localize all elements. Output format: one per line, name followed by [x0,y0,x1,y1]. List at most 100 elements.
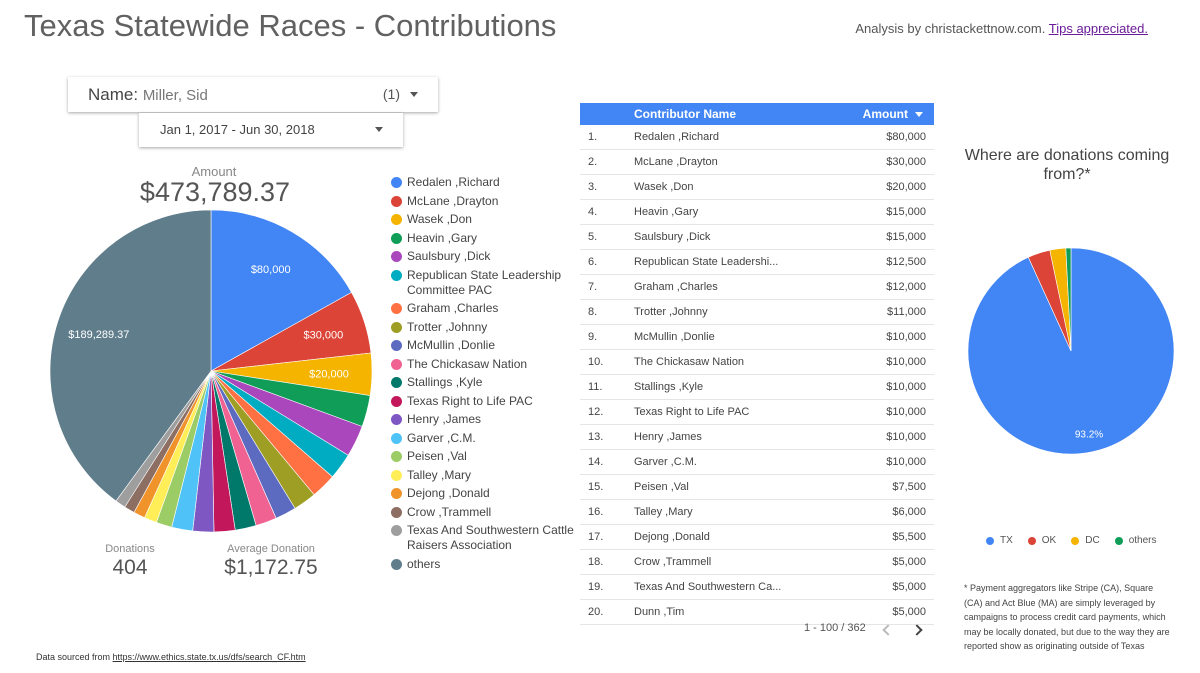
legend-item[interactable]: Stallings ,Kyle [391,375,576,390]
table-row[interactable]: 8. Trotter ,Johnny $11,000 [580,299,934,325]
chevron-left-icon[interactable] [882,624,894,636]
table-row[interactable]: 9. McMullin ,Donlie $10,000 [580,324,934,350]
table-row[interactable]: 17. Dejong ,Donald $5,500 [580,524,934,550]
row-index: 12. [580,399,634,425]
contributor-name: Graham ,Charles [634,274,837,300]
date-range-filter[interactable]: Jan 1, 2017 - Jun 30, 2018 [139,113,403,147]
legend-item[interactable]: McLane ,Drayton [391,194,576,209]
geo-legend-item[interactable]: OK [1027,535,1057,546]
contribution-amount: $7,500 [836,474,934,500]
contribution-amount: $11,000 [836,299,934,325]
legend-item[interactable]: Talley ,Mary [391,468,576,483]
table-row[interactable]: 18. Crow ,Trammell $5,000 [580,549,934,575]
legend-item[interactable]: Heavin ,Gary [391,231,576,246]
name-filter-key: Name [88,85,134,104]
legend-item[interactable]: McMullin ,Donlie [391,338,576,353]
contributor-name-header[interactable]: Contributor Name [634,103,837,125]
legend-item[interactable]: Redalen ,Richard [391,175,576,190]
legend-swatch [391,377,402,388]
legend-item[interactable]: others [391,557,576,572]
legend-item[interactable]: Republican State Leadership Committee PA… [391,268,576,298]
geo-legend-item[interactable]: DC [1071,535,1100,546]
legend-swatch [391,469,402,481]
contributor-name: McMullin ,Donlie [634,324,837,350]
contributor-name: The Chickasaw Nation [634,349,837,375]
table-row[interactable]: 7. Graham ,Charles $12,000 [580,274,934,300]
table-row[interactable]: 4. Heavin ,Gary $15,000 [580,199,934,225]
data-source: Data sourced from https://www.ethics.sta… [36,652,306,662]
pager-range: 1 - 100 / 362 [804,622,866,634]
legend-label: Graham ,Charles [407,301,499,315]
contributor-name: Texas Right to Life PAC [634,399,837,425]
legend-item[interactable]: Trotter ,Johnny [391,320,576,335]
table-header-row: Contributor Name Amount [580,103,934,125]
contribution-amount: $30,000 [836,149,934,175]
contributor-name: Dejong ,Donald [634,524,837,550]
sort-desc-icon[interactable] [915,112,923,117]
source-link[interactable]: https://www.ethics.state.tx.us/dfs/searc… [112,652,306,662]
table-row[interactable]: 15. Peisen ,Val $7,500 [580,474,934,500]
legend-swatch [1027,536,1036,545]
geo-legend: TX OK DC others [986,535,1171,546]
legend-item[interactable]: The Chickasaw Nation [391,357,576,372]
contributor-slice-0[interactable] [210,209,352,372]
row-index: 4. [580,199,634,225]
legend-item[interactable]: Peisen ,Val [391,449,576,464]
table-row[interactable]: 14. Garver ,C.M. $10,000 [580,449,934,475]
legend-label: OK [1041,535,1057,546]
table-row[interactable]: 5. Saulsbury ,Dick $15,000 [580,224,934,250]
legend-item[interactable]: Henry ,James [391,412,576,427]
tips-link[interactable]: Tips appreciated. [1048,21,1148,36]
contributor-name: Texas And Southwestern Ca... [634,574,837,600]
contributors-pie-chart[interactable]: $80,000 $30,000 $20,000 $189,289.37 [40,200,382,542]
table-row[interactable]: 6. Republican State Leadershi... $12,500 [580,249,934,275]
contributor-name: McLane ,Drayton [634,149,837,175]
chevron-right-icon[interactable] [911,624,923,636]
legend-item[interactable]: Texas Right to Life PAC [391,394,576,409]
legend-swatch [391,358,402,370]
legend-item[interactable]: Crow ,Trammell [391,505,576,520]
geo-slice-3[interactable] [1065,247,1072,352]
row-index: 2. [580,149,634,175]
contribution-amount: $20,000 [836,174,934,200]
table-row[interactable]: 2. McLane ,Drayton $30,000 [580,149,934,175]
contribution-amount: $10,000 [836,349,934,375]
table-row[interactable]: 12. Texas Right to Life PAC $10,000 [580,399,934,425]
legend-item[interactable]: Wasek ,Don [391,212,576,227]
name-filter[interactable]: Name: Miller, Sid (1) [68,77,438,112]
legend-swatch [391,340,402,351]
legend-item[interactable]: Dejong ,Donald [391,486,576,501]
legend-item[interactable]: Saulsbury ,Dick [391,249,576,264]
chevron-down-icon[interactable] [410,92,418,97]
contributor-slice-19[interactable] [49,209,212,502]
geo-pie-chart[interactable]: 93.2% [966,246,1176,456]
legend-label: The Chickasaw Nation [407,356,528,371]
table-row[interactable]: 20. Dunn ,Tim $5,000 [580,599,934,625]
table-row[interactable]: 3. Wasek ,Don $20,000 [580,174,934,200]
legend-item[interactable]: Graham ,Charles [391,301,576,316]
row-index: 20. [580,599,634,625]
chevron-down-icon[interactable] [375,127,383,132]
donations-label: Donations [105,543,155,555]
legend-swatch [986,536,994,545]
legend-swatch [391,558,402,570]
table-row[interactable]: 11. Stallings ,Kyle $10,000 [580,374,934,400]
legend-swatch [391,232,402,244]
table-row[interactable]: 16. Talley ,Mary $6,000 [580,499,934,525]
contribution-amount: $10,000 [836,449,934,475]
table-row[interactable]: 1. Redalen ,Richard $80,000 [580,125,934,150]
geo-chart-title: Where are donations coming from?* [964,147,1170,183]
table-row[interactable]: 19. Texas And Southwestern Ca... $5,000 [580,574,934,600]
contributor-name: Garver ,C.M. [634,449,837,475]
amount-header[interactable]: Amount [836,103,934,125]
table-row[interactable]: 10. The Chickasaw Nation $10,000 [580,349,934,375]
geo-legend-item[interactable]: others [1114,535,1156,546]
legend-item[interactable]: Texas And Southwestern Cattle Raisers As… [391,523,576,553]
amount-label: Amount [191,164,237,179]
geo-legend-item[interactable]: TX [986,535,1013,546]
legend-swatch [391,214,402,225]
legend-item[interactable]: Garver ,C.M. [391,431,576,446]
row-index: 15. [580,474,634,500]
legend-swatch [391,432,402,444]
table-row[interactable]: 13. Henry ,James $10,000 [580,424,934,450]
